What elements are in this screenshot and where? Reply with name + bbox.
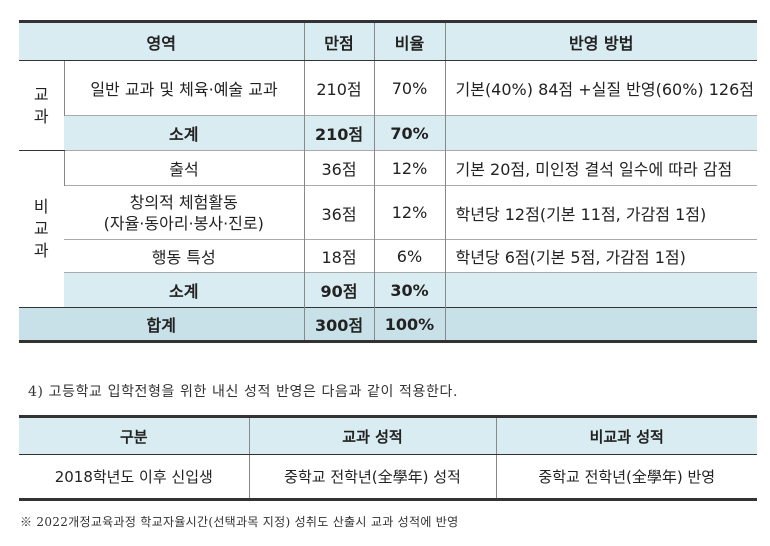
table-row: 교 과 일반 교과 및 체육·예술 교과 210점 70% 기본(40%) 84…	[19, 60, 757, 151]
row-behavior-score: 18점	[303, 239, 374, 273]
header-method: 반영 방법	[444, 20, 757, 61]
row-general-score: 210점	[303, 60, 374, 116]
total-label: 합계	[19, 307, 304, 343]
row-creative-label-line2: (자율·동아리·봉사·진로)	[103, 213, 264, 233]
row-category: 2018학년도 이후 신입생	[19, 454, 249, 501]
table-row: 소계 210점 70%	[19, 115, 757, 151]
group-nonsubject-char: 교	[33, 219, 49, 238]
group-subject: 교 과	[19, 60, 64, 151]
row-creative-ratio: 12%	[373, 185, 445, 240]
row-attendance-method: 기본 20점, 미인정 결석 일수에 따라 감점	[444, 150, 757, 186]
subtotal1-method	[444, 115, 757, 151]
table-row: 소계 90점 30%	[19, 272, 757, 308]
note-paragraph: 4) 고등학교 입학전형을 위한 내신 성적 반영은 다음과 같이 적용한다.	[28, 384, 459, 400]
row-general-method: 기본(40%) 84점 +실질 반영(60%) 126점	[444, 60, 757, 116]
score-table: 영역 만점 비율 반영 방법 교 과 일반 교과 및 체육·예술 교과 210점…	[19, 20, 757, 343]
row-creative-label: 창의적 체험활동 (자율·동아리·봉사·진로)	[64, 185, 304, 240]
subtotal1-score: 210점	[303, 115, 374, 151]
group-nonsubject: 비 교 과	[19, 150, 64, 308]
subtotal2-ratio: 30%	[373, 272, 445, 308]
score-table-header: 영역 만점 비율 반영 방법	[19, 20, 757, 61]
header-subject-grade: 교과 성적	[248, 415, 496, 455]
subtotal1-ratio: 70%	[373, 115, 445, 151]
row-nonsubject-grade: 중학교 전학년(全學年) 반영	[495, 454, 757, 501]
application-table-header: 구분 교과 성적 비교과 성적	[19, 415, 757, 455]
row-behavior-ratio: 6%	[373, 239, 445, 273]
subtotal2-label: 소계	[64, 272, 304, 308]
group-subject-char: 교	[33, 84, 49, 104]
header-ratio: 비율	[373, 20, 445, 61]
subtotal2-score: 90점	[303, 272, 374, 308]
table-row: 2018학년도 이후 신입생 중학교 전학년(全學年) 성적 중학교 전학년(全…	[19, 454, 757, 501]
row-creative-label-line1: 창의적 체험활동	[129, 192, 238, 212]
table-row-total: 합계 300점 100%	[19, 307, 757, 343]
row-general-label: 일반 교과 및 체육·예술 교과	[63, 60, 304, 116]
row-creative-method: 학년당 12점(기본 11점, 가감점 1점)	[444, 185, 757, 240]
row-behavior-method: 학년당 6점(기본 5점, 가감점 1점)	[444, 239, 757, 273]
row-attendance-ratio: 12%	[373, 150, 445, 186]
row-attendance-score: 36점	[303, 150, 374, 186]
header-category: 구분	[19, 415, 249, 455]
header-area: 영역	[19, 20, 304, 61]
group-nonsubject-char: 비	[33, 197, 49, 216]
total-score: 300점	[303, 307, 374, 343]
subtotal2-method	[444, 272, 757, 308]
row-attendance-label: 출석	[63, 150, 304, 186]
header-full-score: 만점	[303, 20, 374, 61]
table-row: 행동 특성 18점 6% 학년당 6점(기본 5점, 가감점 1점)	[19, 239, 757, 273]
row-behavior-label: 행동 특성	[64, 239, 304, 273]
group-subject-char: 과	[33, 106, 49, 126]
total-method	[444, 307, 757, 343]
group-nonsubject-char: 과	[33, 241, 49, 260]
row-subject-grade: 중학교 전학년(全學年) 성적	[248, 454, 496, 501]
table-row: 창의적 체험활동 (자율·동아리·봉사·진로) 36점 12% 학년당 12점(…	[19, 185, 757, 240]
header-nonsubject-grade: 비교과 성적	[495, 415, 757, 455]
footnote: ※ 2022개정교육과정 학교자율시간(선택과목 지정) 성취도 산출시 교과 …	[20, 515, 459, 529]
application-table: 구분 교과 성적 비교과 성적 2018학년도 이후 신입생 중학교 전학년(全…	[19, 415, 757, 501]
table-row: 비 교 과 출석 36점 12% 기본 20점, 미인정 결석 일수에 따라 감…	[19, 150, 757, 308]
total-ratio: 100%	[373, 307, 445, 343]
subtotal1-label: 소계	[64, 115, 304, 151]
row-creative-score: 36점	[303, 185, 374, 240]
row-general-ratio: 70%	[373, 60, 445, 116]
